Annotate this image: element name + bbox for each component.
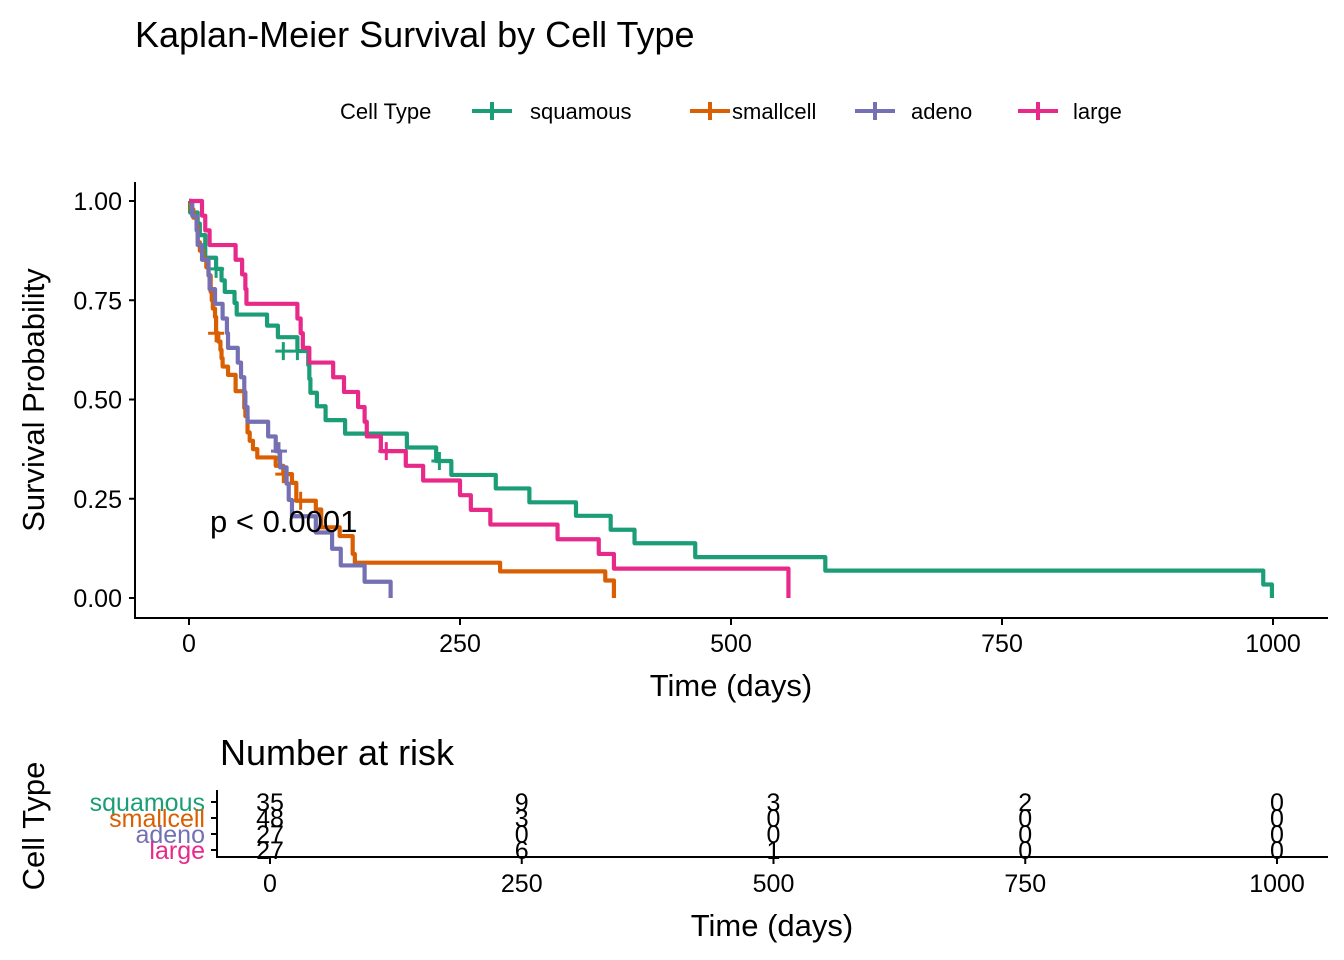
y-tick-label: 0.75 bbox=[73, 287, 122, 315]
legend-label: smallcell bbox=[732, 99, 816, 124]
survival-curves bbox=[187, 198, 1275, 598]
legend-entry-adeno: adeno bbox=[855, 99, 972, 124]
risk-count-smallcell: 0 bbox=[1270, 805, 1284, 833]
risk-count-adeno: 0 bbox=[1270, 821, 1284, 849]
censor-mark-smallcell bbox=[208, 324, 225, 343]
risk-strata-label-smallcell: smallcell bbox=[109, 805, 205, 833]
risk-count-squamous: 9 bbox=[515, 789, 529, 817]
survival-curve-large bbox=[189, 198, 791, 598]
risk-count-large: 0 bbox=[1270, 837, 1284, 865]
legend-label: adeno bbox=[911, 99, 972, 124]
x-tick-label: 250 bbox=[439, 630, 481, 658]
risk-count-squamous: 3 bbox=[767, 789, 781, 817]
risk-x-tick-label: 750 bbox=[1004, 870, 1046, 898]
risk-table-title: Number at risk bbox=[220, 732, 455, 773]
risk-strata-label-squamous: squamous bbox=[90, 789, 205, 817]
legend-key-icon bbox=[855, 102, 895, 120]
y-tick-label: 0.00 bbox=[73, 585, 122, 613]
risk-strata-label-large: large bbox=[149, 837, 205, 865]
legend-entry-large: large bbox=[1018, 99, 1122, 124]
risk-x-tick-label: 1000 bbox=[1249, 870, 1305, 898]
y-tick-label: 0.50 bbox=[73, 387, 122, 415]
legend-label: large bbox=[1073, 99, 1122, 124]
censor-mark-squamous bbox=[289, 342, 306, 361]
legend-label: squamous bbox=[530, 99, 632, 124]
risk-table-y-title: Cell Type bbox=[16, 762, 51, 891]
risk-count-adeno: 0 bbox=[1018, 821, 1032, 849]
risk-count-squamous: 2 bbox=[1018, 789, 1032, 817]
risk-strata-label-adeno: adeno bbox=[135, 821, 205, 849]
legend-entry-squamous: squamous bbox=[472, 99, 632, 124]
censor-mark-large bbox=[378, 442, 395, 461]
survival-curve-adeno bbox=[189, 198, 393, 598]
x-tick-label: 0 bbox=[182, 630, 196, 658]
risk-count-smallcell: 3 bbox=[515, 805, 529, 833]
censor-mark-squamous bbox=[275, 342, 292, 361]
risk-count-adeno: 27 bbox=[256, 821, 284, 849]
censor-mark-squamous bbox=[208, 259, 225, 278]
risk-count-large: 6 bbox=[515, 837, 529, 865]
x-ticks: 0 250 500 750 1000 bbox=[182, 618, 1301, 658]
censor-mark-adeno bbox=[270, 442, 287, 461]
chart-title: Kaplan-Meier Survival by Cell Type bbox=[135, 14, 695, 55]
censor-mark-squamous bbox=[431, 452, 448, 471]
risk-count-large: 1 bbox=[767, 837, 781, 865]
x-tick-label: 1000 bbox=[1245, 630, 1301, 658]
risk-x-tick-label: 250 bbox=[501, 870, 543, 898]
risk-numbers: 35 9 3 2 048 3 0 0 027 0 0 0 027 6 1 0 0 bbox=[256, 789, 1284, 865]
censor-mark-smallcell bbox=[292, 491, 309, 510]
x-axis-title: Time (days) bbox=[650, 668, 812, 703]
risk-x-axis-title: Time (days) bbox=[691, 908, 853, 943]
main-axes bbox=[134, 182, 1328, 619]
y-tick-label: 0.25 bbox=[73, 486, 122, 514]
y-axis-title: Survival Probability bbox=[16, 268, 51, 532]
x-tick-label: 750 bbox=[981, 630, 1023, 658]
p-value-annotation: p < 0.0001 bbox=[210, 504, 357, 539]
risk-x-tick-label: 0 bbox=[263, 870, 277, 898]
risk-count-adeno: 0 bbox=[515, 821, 529, 849]
risk-count-smallcell: 0 bbox=[1018, 805, 1032, 833]
risk-x-tick-label: 500 bbox=[753, 870, 795, 898]
risk-count-squamous: 0 bbox=[1270, 789, 1284, 817]
legend-key-icon bbox=[472, 102, 512, 120]
risk-count-smallcell: 48 bbox=[256, 805, 284, 833]
legend-key-icon bbox=[690, 102, 730, 120]
risk-count-large: 0 bbox=[1018, 837, 1032, 865]
legend-key-icon bbox=[1018, 102, 1058, 120]
y-ticks: 0.00 0.25 0.50 0.75 1.00 bbox=[73, 188, 135, 613]
legend-entry-smallcell: smallcell bbox=[690, 99, 816, 124]
y-tick-label: 1.00 bbox=[73, 188, 122, 216]
risk-count-squamous: 35 bbox=[256, 789, 284, 817]
legend-title: Cell Type bbox=[340, 99, 431, 124]
legend: Cell Type squamous smallcell adeno large bbox=[340, 99, 1122, 124]
risk-count-smallcell: 0 bbox=[767, 805, 781, 833]
risk-count-adeno: 0 bbox=[767, 821, 781, 849]
risk-x-ticks: 0 250 500 750 1000 bbox=[263, 857, 1305, 898]
x-tick-label: 500 bbox=[710, 630, 752, 658]
